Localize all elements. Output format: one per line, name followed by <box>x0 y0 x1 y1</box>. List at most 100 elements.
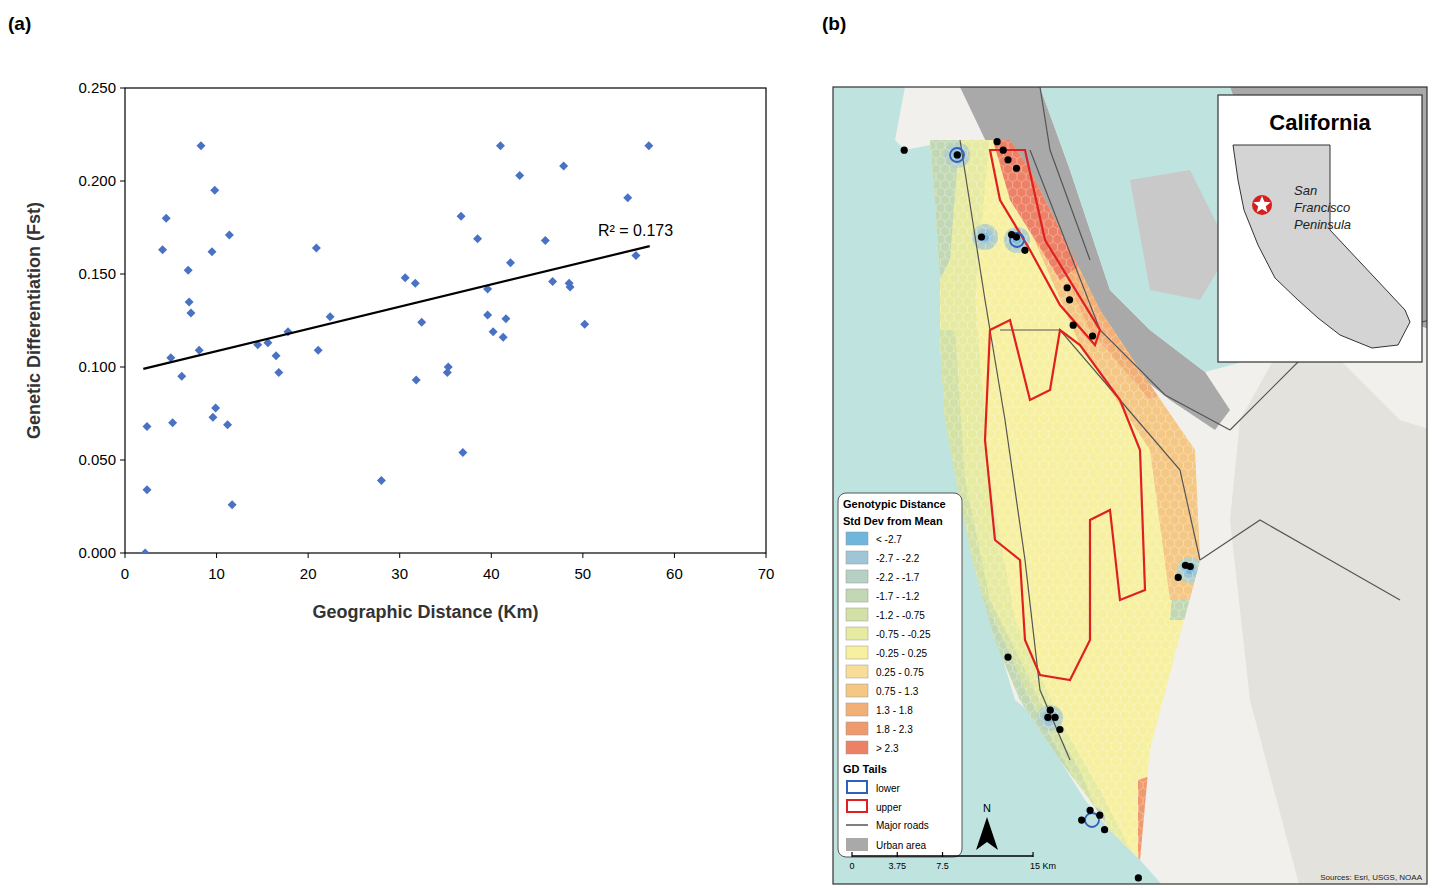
point <box>197 141 206 150</box>
surface-zone <box>1088 816 1096 824</box>
legend-swatch <box>846 722 868 735</box>
legend-swatch <box>847 800 867 812</box>
x-tick-label: 70 <box>758 565 775 582</box>
legend-swatch <box>846 627 868 640</box>
point <box>223 420 232 429</box>
point <box>457 212 466 221</box>
point <box>489 327 498 336</box>
legend-label: -2.7 - -2.2 <box>876 553 920 564</box>
point <box>623 193 632 202</box>
legend-swatch <box>846 532 868 545</box>
point <box>162 214 171 223</box>
legend-swatch <box>846 824 868 826</box>
legend-swatch <box>846 741 868 754</box>
legend-label: -0.25 - 0.25 <box>876 648 928 659</box>
legend-swatch <box>846 665 868 678</box>
point <box>314 346 323 355</box>
point <box>499 333 508 342</box>
legend-label: -1.2 - -0.75 <box>876 610 925 621</box>
point <box>580 320 589 329</box>
sample-site <box>1004 156 1011 163</box>
point <box>142 485 151 494</box>
sample-site <box>1066 296 1073 303</box>
point <box>211 403 220 412</box>
sample-site <box>1013 233 1020 240</box>
point <box>207 247 216 256</box>
point <box>444 363 453 372</box>
scale-tick <box>897 852 898 857</box>
trend-line <box>143 246 649 369</box>
x-tick <box>582 553 583 558</box>
land <box>895 87 1427 884</box>
legend-label: 1.8 - 2.3 <box>876 724 913 735</box>
sample-site <box>1101 826 1108 833</box>
legend-label: 0.25 - 0.75 <box>876 667 924 678</box>
point <box>548 277 557 286</box>
study-star <box>1253 196 1270 212</box>
y-tick-label: 0.000 <box>78 544 116 561</box>
sample-site <box>1044 714 1051 721</box>
panel-label: (a) <box>8 13 31 34</box>
sample-site <box>1000 147 1007 154</box>
scale-tick <box>942 852 943 857</box>
sample-site <box>1175 574 1182 581</box>
sample-site <box>1047 707 1054 714</box>
sources: Sources: Esri, USGS, NOAA <box>1320 873 1422 882</box>
study-location <box>1252 195 1272 215</box>
point <box>225 230 234 239</box>
legend-box <box>838 493 962 857</box>
legend-swatch <box>846 684 868 697</box>
point <box>473 234 482 243</box>
point <box>458 448 467 457</box>
y-tick-label: 0.150 <box>78 265 116 282</box>
x-tick-label: 20 <box>300 565 317 582</box>
point <box>274 368 283 377</box>
legend-label: -0.75 - -0.25 <box>876 629 931 640</box>
inset-frame <box>1218 95 1422 362</box>
scale-tick <box>1032 852 1033 857</box>
point <box>559 162 568 171</box>
legend-title: GD Tails <box>843 763 887 775</box>
point <box>496 141 505 150</box>
north-arrow <box>976 817 998 850</box>
surface-base <box>930 140 1200 860</box>
hex-grid <box>930 140 1200 860</box>
sample-site <box>1056 726 1063 733</box>
point <box>312 243 321 252</box>
point <box>417 318 426 327</box>
upper-tail <box>985 320 1145 680</box>
plot-marks <box>141 141 654 553</box>
point <box>142 422 151 431</box>
point <box>326 312 335 321</box>
sample-site <box>1078 816 1085 823</box>
point <box>401 273 410 282</box>
y-tick-label: 0.250 <box>78 79 116 96</box>
sample-site <box>978 233 985 240</box>
legend-label: lower <box>876 783 901 794</box>
inset-title: California <box>1269 110 1371 135</box>
legend-swatch <box>847 781 867 793</box>
point <box>158 245 167 254</box>
legend-swatch <box>846 703 868 716</box>
y-tick-label: 0.050 <box>78 451 116 468</box>
hills <box>1230 330 1427 884</box>
legend-swatch <box>846 608 868 621</box>
x-tick <box>216 553 217 558</box>
scale-label: 7.5 <box>936 861 949 871</box>
sample-site <box>1086 807 1093 814</box>
panel-label: (b) <box>822 13 846 34</box>
legend-label: -2.2 - -1.7 <box>876 572 920 583</box>
sample-site <box>1135 874 1142 881</box>
legend-label: Urban area <box>876 840 926 851</box>
sample-site <box>1004 653 1011 660</box>
y-tick <box>120 367 125 368</box>
legend-label: Major roads <box>876 820 929 831</box>
point <box>168 418 177 427</box>
sample-site <box>1187 563 1194 570</box>
map-frame <box>833 87 1427 884</box>
x-axis-title: Geographic Distance (Km) <box>312 602 538 622</box>
x-tick-label: 0 <box>121 565 129 582</box>
north-label: N <box>983 802 991 814</box>
legend-title: Genotypic Distance <box>843 498 946 510</box>
road <box>1000 330 1200 560</box>
